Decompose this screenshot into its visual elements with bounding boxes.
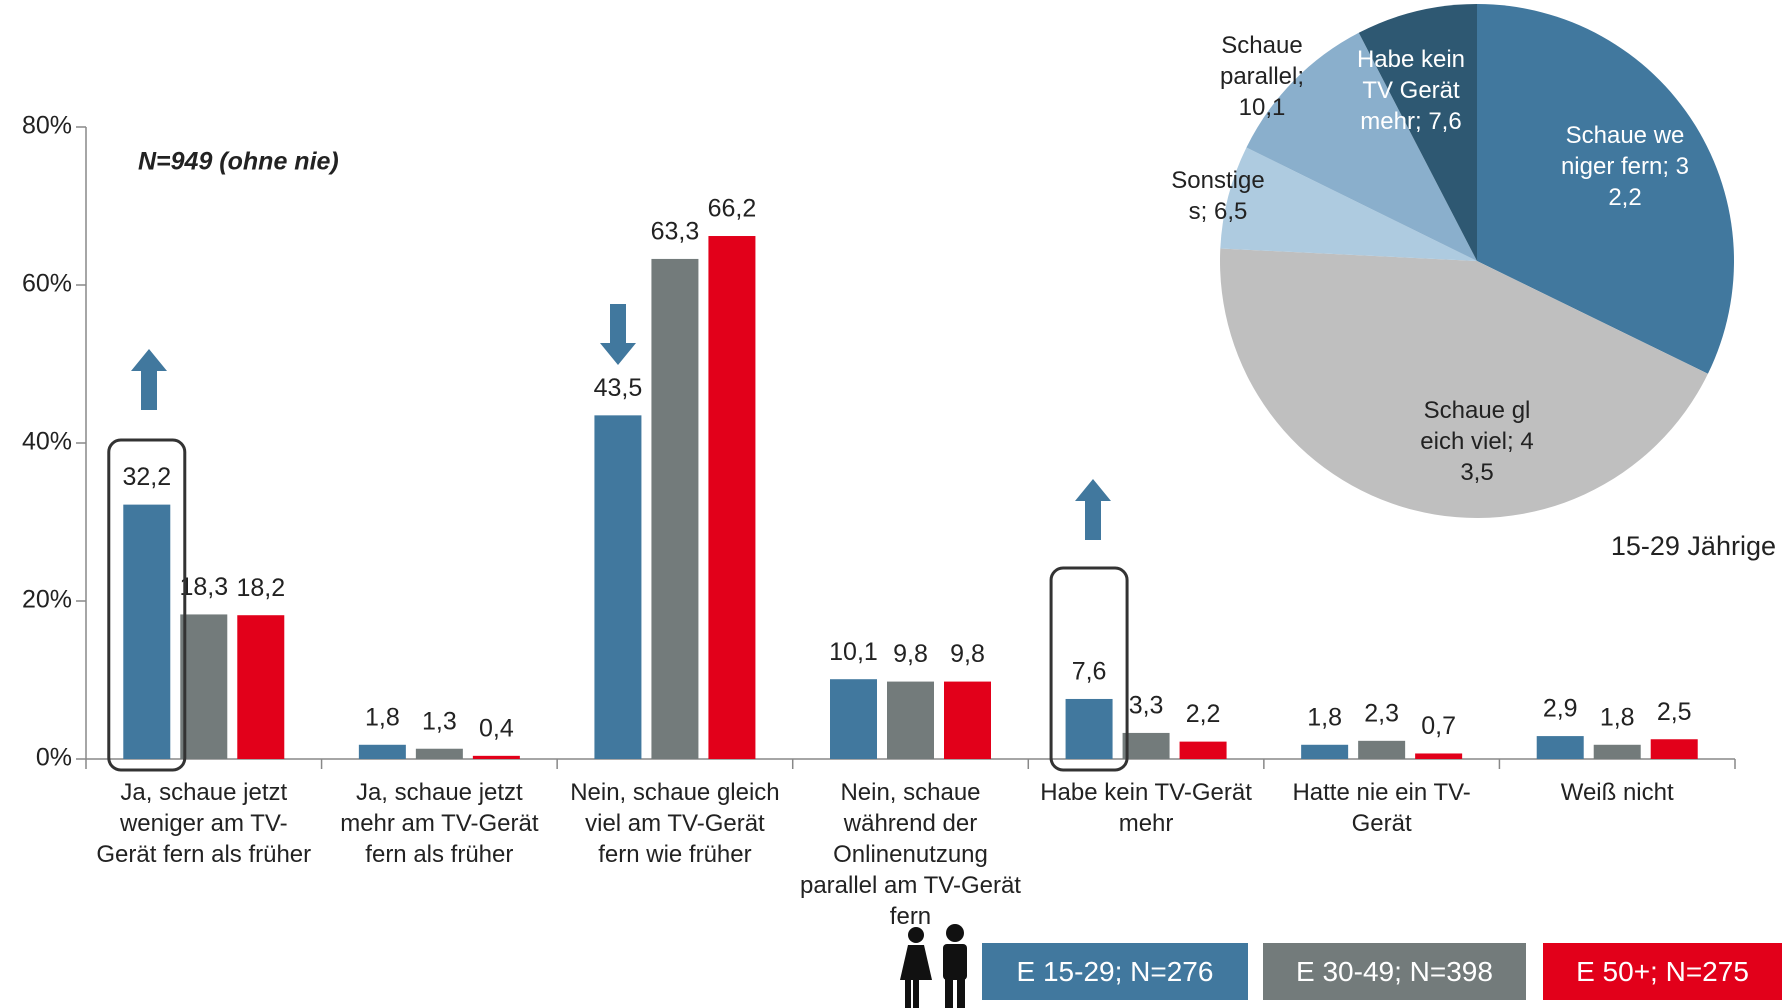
pie-subtitle: 15-29 Jährige bbox=[1611, 531, 1776, 561]
value-label: 3,3 bbox=[1129, 692, 1164, 720]
value-label: 7,6 bbox=[1072, 658, 1107, 686]
y-tick-label: 40% bbox=[22, 428, 72, 456]
bar bbox=[887, 681, 934, 759]
bar bbox=[1593, 744, 1641, 759]
bar bbox=[1536, 736, 1584, 759]
pie-slice bbox=[1220, 248, 1708, 518]
legend-entry: E 30-49; N=398 bbox=[1263, 943, 1526, 1000]
arrows bbox=[131, 304, 1111, 540]
value-label: 66,2 bbox=[708, 195, 757, 223]
pie-slice bbox=[1358, 4, 1477, 261]
pie-label: Schaue weniger fern; 32,2 bbox=[1560, 122, 1690, 211]
bar bbox=[472, 755, 520, 759]
bar bbox=[1301, 744, 1349, 759]
value-label: 1,8 bbox=[1307, 703, 1342, 731]
value-label: 1,8 bbox=[365, 703, 400, 731]
x-tick-label: Weiß nicht bbox=[1560, 779, 1674, 806]
value-label: 1,8 bbox=[1600, 703, 1635, 731]
legend-icon bbox=[900, 924, 967, 1008]
pie-slice bbox=[1477, 4, 1734, 374]
y-tick-label: 60% bbox=[22, 270, 72, 298]
x-tick-label: Nein, schaue während der Onlinenutzung p… bbox=[799, 779, 1021, 930]
y-tick-label: 20% bbox=[22, 586, 72, 614]
x-tick-label: Hatte nie ein TV-Gerät bbox=[1292, 779, 1471, 837]
legend-entry: E 15-29; N=276 bbox=[982, 943, 1248, 1000]
value-label: 32,2 bbox=[122, 463, 171, 491]
x-tick-label: Nein, schaue gleich viel am TV-Gerät fer… bbox=[570, 779, 780, 868]
value-label: 43,5 bbox=[594, 374, 643, 402]
bar bbox=[237, 615, 285, 759]
pie-label: Schaue gleich viel; 43,5 bbox=[1420, 397, 1534, 486]
pie-label: Sonstiges; 6,5 bbox=[1171, 167, 1265, 225]
value-label: 0,4 bbox=[479, 714, 514, 742]
value-label: 2,5 bbox=[1657, 698, 1692, 726]
pie-slice bbox=[1220, 147, 1477, 261]
x-tick-label: Ja, schaue jetzt weniger am TV-Gerät fer… bbox=[96, 779, 312, 868]
value-label: 18,3 bbox=[179, 573, 228, 601]
bar bbox=[1065, 698, 1113, 759]
value-label: 10,1 bbox=[829, 638, 878, 666]
bar bbox=[651, 258, 699, 759]
bar bbox=[1650, 739, 1698, 759]
x-tick-label: Ja, schaue jetzt mehr am TV-Gerät fern a… bbox=[340, 779, 539, 868]
up-arrow bbox=[1075, 479, 1111, 540]
bar bbox=[944, 681, 991, 759]
value-label: 9,8 bbox=[950, 640, 985, 668]
bar bbox=[708, 236, 756, 759]
pie-label: Habe kein TV Gerät mehr; 7,6 bbox=[1356, 46, 1466, 135]
bar bbox=[123, 504, 171, 759]
bar bbox=[358, 744, 406, 759]
bar bbox=[1122, 732, 1170, 759]
pie-slice bbox=[1246, 32, 1477, 261]
value-label: 2,9 bbox=[1543, 695, 1578, 723]
value-label: 9,8 bbox=[893, 640, 928, 668]
bar bbox=[1179, 741, 1227, 759]
value-label: 1,3 bbox=[422, 707, 457, 735]
bar bbox=[830, 679, 877, 759]
bar bbox=[1358, 740, 1406, 759]
annotation: N=949 (ohne nie) bbox=[138, 148, 339, 176]
value-label: 0,7 bbox=[1421, 712, 1456, 740]
value-label: 2,3 bbox=[1364, 699, 1399, 727]
pie-label: Schaue parallel; 10,1 bbox=[1219, 32, 1305, 121]
bar bbox=[1415, 753, 1463, 759]
highlight-box bbox=[107, 438, 187, 772]
up-arrow bbox=[131, 349, 167, 410]
bar bbox=[180, 614, 228, 759]
y-tick-label: 0% bbox=[36, 744, 72, 772]
down-arrow bbox=[600, 304, 636, 365]
value-label: 18,2 bbox=[236, 574, 285, 602]
bar bbox=[594, 415, 642, 759]
y-tick-label: 80% bbox=[22, 112, 72, 140]
value-label: 2,2 bbox=[1186, 700, 1221, 728]
bar bbox=[415, 748, 463, 759]
x-tick-label: Habe kein TV-Gerät mehr bbox=[1040, 779, 1252, 837]
legend-entry: E 50+; N=275 bbox=[1543, 943, 1782, 1000]
value-label: 63,3 bbox=[651, 218, 700, 246]
highlight-box bbox=[1049, 566, 1129, 772]
